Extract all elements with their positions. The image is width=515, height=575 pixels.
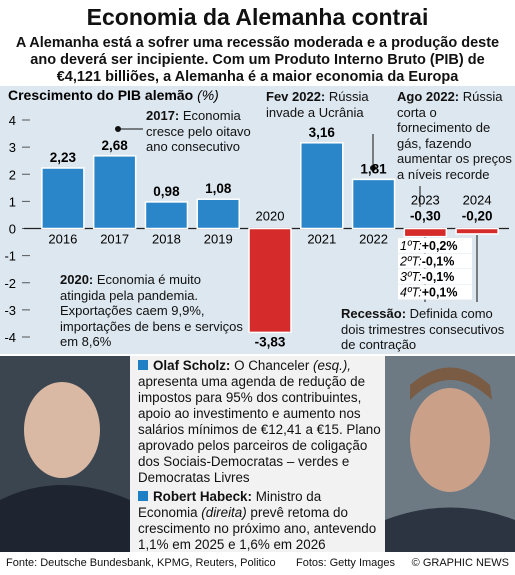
bar xyxy=(41,167,85,230)
photo-credit: Fotos: Getty Images xyxy=(296,557,396,569)
title: Economia da Alemanha contrai xyxy=(86,4,429,30)
quarter-bg xyxy=(398,238,472,253)
chart-title-text: Crescimento do PIB alemão xyxy=(8,87,193,103)
bar xyxy=(196,198,240,230)
y-tick-label: 0 xyxy=(9,222,16,237)
credit: © GRAPHIC NEWS xyxy=(411,557,509,569)
profile-name: Robert Habeck: xyxy=(153,489,252,504)
x-tick-label: 2023 xyxy=(411,193,440,208)
value-label: 1,08 xyxy=(205,181,232,196)
x-tick-label: 2024 xyxy=(463,193,492,208)
annotation-text: Definida como dois trimestres consecutiv… xyxy=(341,306,505,352)
y-tick-label: -4 xyxy=(4,330,16,345)
annotation-lead: Recessão: xyxy=(341,306,407,321)
value-label: 2,23 xyxy=(50,150,77,165)
y-tick-label: 3 xyxy=(9,140,16,155)
annotation-lead: 2017: xyxy=(146,108,180,123)
bar xyxy=(455,227,499,235)
bar xyxy=(300,142,344,230)
chart-title: Crescimento do PIB alemão (%) xyxy=(8,87,219,103)
quarter-value: -0,1% xyxy=(422,270,455,284)
y-tick-label: -3 xyxy=(4,303,16,318)
annotation-text: Economia cresce pelo oitavo ano consecut… xyxy=(146,108,251,154)
profile-text: O Chanceler xyxy=(234,358,310,373)
y-tick-label: 2 xyxy=(9,167,16,182)
value-label: 2,68 xyxy=(102,138,129,153)
annotation: 2020: Economia é muito atingida pela pan… xyxy=(60,272,250,350)
quarter-bg xyxy=(398,253,472,269)
quarter: 1ºT:+0,2% xyxy=(400,239,458,253)
quarter-label: 4ºT: xyxy=(400,286,422,300)
source: Fonte: Deutsche Bundesbank, KPMG, Reuter… xyxy=(6,557,276,569)
annotation: Fev 2022: Rússia invade a Ucrânia xyxy=(266,89,391,120)
y-tick-label: 1 xyxy=(9,194,16,209)
quarter-bg xyxy=(398,269,472,284)
annotation-lead: Fev 2022: xyxy=(266,89,326,104)
quarter: 4ºT:+0,1% xyxy=(400,286,458,300)
profile-text: apresenta uma agenda de redução de impos… xyxy=(138,374,381,485)
quarter-value: +0,1% xyxy=(422,286,458,300)
bar xyxy=(92,155,137,230)
profile-text: (esq.), xyxy=(313,358,351,373)
x-tick-label: 2019 xyxy=(204,232,233,247)
quarter-bg xyxy=(398,284,472,300)
bar xyxy=(351,178,396,230)
quarter-label: 1ºT: xyxy=(400,239,422,253)
subtitle: A Alemanha está a sofrer uma recessão mo… xyxy=(15,35,500,85)
profile-text: prevê retoma do crescimento no próximo a… xyxy=(138,505,377,552)
profile: Robert Habeck: Ministro da Economia (dir… xyxy=(138,489,382,553)
annotation: 2017: Economia cresce pelo oitavo ano co… xyxy=(146,108,264,155)
photo-right xyxy=(385,356,515,552)
quarter: 2ºT:-0,1% xyxy=(399,255,454,269)
x-tick-label: 2017 xyxy=(100,232,129,247)
x-tick-label: 2020 xyxy=(256,209,285,224)
x-tick-label: 2021 xyxy=(307,232,336,247)
value-label: 1,81 xyxy=(360,161,387,176)
bar xyxy=(144,201,189,230)
value-label: -3,83 xyxy=(255,334,286,349)
unit: (%) xyxy=(197,87,219,103)
y-tick-label: -1 xyxy=(4,249,16,264)
x-tick-label: 2016 xyxy=(48,232,77,247)
profile-name: Olaf Scholz: xyxy=(153,358,231,373)
x-tick-label: 2018 xyxy=(152,232,181,247)
annotation-lead: Ago 2022: xyxy=(397,89,460,104)
value-label: -0,30 xyxy=(410,209,441,224)
quarter: 3ºT:-0,1% xyxy=(400,270,454,284)
profile: Olaf Scholz: O Chanceler (esq.), apresen… xyxy=(138,358,382,486)
quarter-label: 3ºT: xyxy=(400,270,422,284)
quarter-value: -0,1% xyxy=(422,255,455,269)
photo-left xyxy=(0,356,130,552)
annotation-text: Economia é muito atingida pela pandemia.… xyxy=(60,272,243,349)
profile-text: (direita) xyxy=(201,505,247,520)
value-label: 0,98 xyxy=(153,184,180,199)
y-tick-label: -2 xyxy=(4,276,16,291)
annotation: Ago 2022: Rússia corta o fornecimento de… xyxy=(397,89,513,182)
value-label: -0,20 xyxy=(462,209,493,224)
y-tick-label: 4 xyxy=(9,113,16,128)
annotation-lead: 2020: xyxy=(60,272,94,287)
profile-text: Ministro da Economia xyxy=(138,489,322,520)
quarter-value: +0,2% xyxy=(422,239,458,253)
bar xyxy=(403,227,448,238)
bar xyxy=(248,227,292,334)
annotation: Recessão: Definida como dois trimestres … xyxy=(341,306,513,353)
annotation-text: Rússia corta o fornecimento de gás, faze… xyxy=(397,89,512,182)
x-tick-label: 2022 xyxy=(359,232,388,247)
quarter-label: 2ºT: xyxy=(399,255,422,269)
value-label: 3,16 xyxy=(309,125,336,140)
annotation-text: Rússia invade a Ucrânia xyxy=(266,89,369,120)
